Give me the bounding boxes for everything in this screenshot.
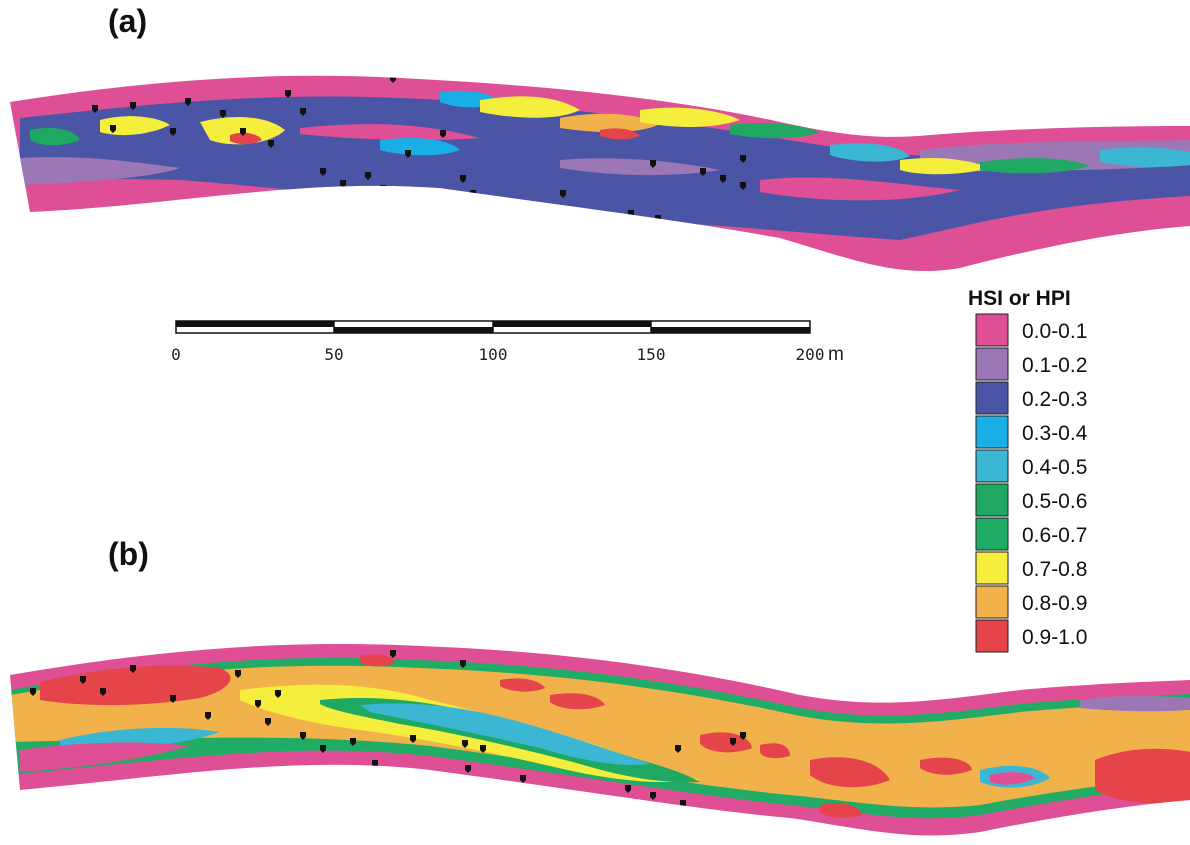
- scale-tick-150: 150: [637, 345, 666, 364]
- scale-tick-50: 50: [324, 345, 343, 364]
- river-reach-b: [10, 643, 1190, 836]
- legend-label-8: 0.8-0.9: [1022, 592, 1087, 615]
- panel-label-a: (a): [108, 3, 147, 39]
- legend-swatch-8: [975, 585, 1009, 619]
- legend-swatch-9: [975, 619, 1009, 653]
- legend-swatch-7: [975, 551, 1009, 585]
- map-panel-a: (a): [10, 3, 1190, 272]
- legend-title: HSI or HPI: [968, 287, 1071, 310]
- legend-label-0: 0.0-0.1: [1022, 320, 1087, 343]
- legend-swatch-5: [975, 483, 1009, 517]
- legend-swatch-2: [975, 381, 1009, 415]
- legend-swatch-4: [975, 449, 1009, 483]
- legend-swatch-0: [975, 313, 1009, 347]
- scale-tick-200: 200: [796, 345, 825, 364]
- legend-label-7: 0.7-0.8: [1022, 558, 1087, 581]
- legend-items: 0.0-0.1 0.1-0.2 0.2-0.3 0.3-0.4 0.4-0.5 0.5-0…: [975, 313, 1088, 653]
- scale-tick-0: 0: [171, 345, 181, 364]
- legend-label-1: 0.1-0.2: [1022, 354, 1087, 377]
- legend-swatch-1: [975, 347, 1009, 381]
- scale-tick-100: 100: [479, 345, 508, 364]
- map-panel-b: (b): [10, 536, 1190, 836]
- panel-label-b: (b): [108, 536, 149, 572]
- legend-label-3: 0.3-0.4: [1022, 422, 1088, 445]
- legend-swatch-3: [975, 415, 1009, 449]
- scale-bar: 0 50 100 150 200 m: [171, 320, 844, 365]
- legend-label-2: 0.2-0.3: [1022, 388, 1087, 411]
- legend: HSI or HPI 0.0-0.10.1-0.20.2-0.30.3-0.40…: [968, 287, 1088, 653]
- legend-label-9: 0.9-1.0: [1022, 626, 1087, 649]
- legend-label-5: 0.5-0.6: [1022, 490, 1087, 513]
- river-reach-a: [10, 75, 1190, 272]
- legend-label-4: 0.4-0.5: [1022, 456, 1087, 479]
- legend-label-6: 0.6-0.7: [1022, 524, 1087, 547]
- scale-unit: m: [828, 344, 844, 365]
- legend-swatch-6: [975, 517, 1009, 551]
